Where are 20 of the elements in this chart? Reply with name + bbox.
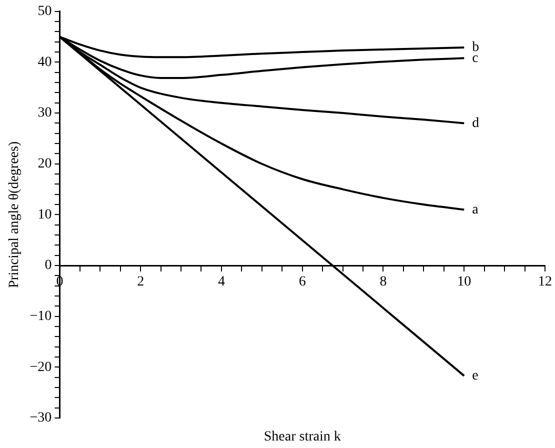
- series-label: a: [472, 202, 480, 218]
- x-tick-label: 10: [457, 274, 472, 290]
- y-tick-label: 50: [38, 4, 52, 20]
- y-tick-label: 0: [44, 258, 52, 274]
- y-tick-label: 40: [38, 54, 52, 70]
- y-tick-label: 10: [38, 207, 52, 222]
- y-tick-label: −30: [30, 410, 52, 426]
- y-tick-label: 30: [38, 106, 52, 121]
- x-tick-label: 12: [538, 274, 552, 290]
- series-label: e: [472, 368, 478, 384]
- y-tick-label: 20: [38, 156, 52, 172]
- series-label: d: [472, 116, 480, 131]
- x-tick-label: 4: [218, 274, 225, 290]
- x-tick-label: 2: [137, 274, 144, 290]
- x-tick-label: 8: [380, 274, 387, 290]
- y-axis-title: Principal angle θ(degrees): [7, 141, 22, 288]
- x-axis-title: Shear strain k: [264, 430, 341, 445]
- y-tick-label: −10: [30, 309, 52, 324]
- y-tick-label: −20: [30, 360, 52, 375]
- x-tick-label: 6: [298, 274, 306, 290]
